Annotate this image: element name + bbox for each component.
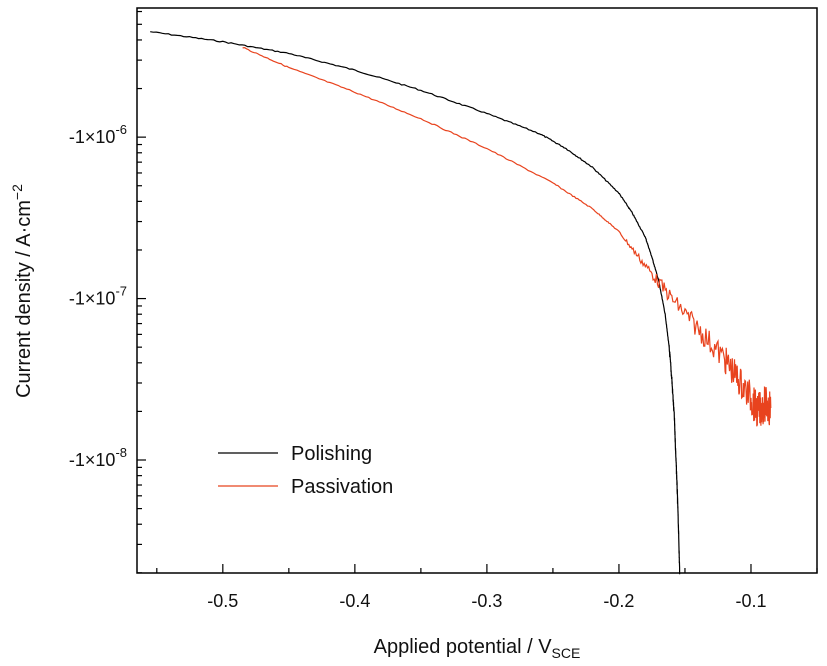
- plot-frame: [136, 7, 818, 574]
- y-axis-title-main: Current density / A·cm: [13, 200, 35, 398]
- y-tick-label: -1×10-8: [69, 445, 127, 470]
- x-tick-label: -0.5: [207, 591, 238, 611]
- series-layer: [150, 31, 772, 575]
- series-line-polishing: [150, 31, 681, 575]
- legend: Polishing Passivation: [218, 443, 393, 498]
- x-tick-label: -0.3: [471, 591, 502, 611]
- x-tick-label: -0.2: [603, 591, 634, 611]
- y-tick-label-base: -1×10: [69, 127, 116, 147]
- legend-label-passivation: Passivation: [291, 476, 393, 498]
- y-tick-label: -1×10-7: [69, 284, 127, 309]
- series-line-passivation: [242, 46, 772, 427]
- y-tick-label-base: -1×10: [69, 450, 116, 470]
- y-tick-label-exponent: -8: [115, 445, 127, 460]
- tick-labels: -0.5 -0.4 -0.3 -0.2 -0.1-1×10-6-1×10-7-1×10-…: [69, 122, 767, 611]
- x-axis-title-sub: SCE: [552, 645, 581, 661]
- x-axis-title-main: Applied potential / V: [374, 636, 553, 658]
- y-axis-title-sup: −2: [9, 184, 25, 200]
- x-tick-label: -0.4: [339, 591, 370, 611]
- y-tick-label: -1×10-6: [69, 122, 127, 147]
- y-tick-label-base: -1×10: [69, 289, 116, 309]
- x-axis-title: Applied potential / VSCE: [374, 636, 581, 661]
- axis-ticks: [137, 10, 818, 574]
- y-tick-label-exponent: -6: [115, 122, 127, 137]
- y-axis-title: Current density / A·cm−2: [9, 184, 35, 398]
- y-tick-label-exponent: -7: [115, 284, 127, 299]
- x-tick-label: -0.1: [735, 591, 766, 611]
- legend-label-polishing: Polishing: [291, 443, 372, 465]
